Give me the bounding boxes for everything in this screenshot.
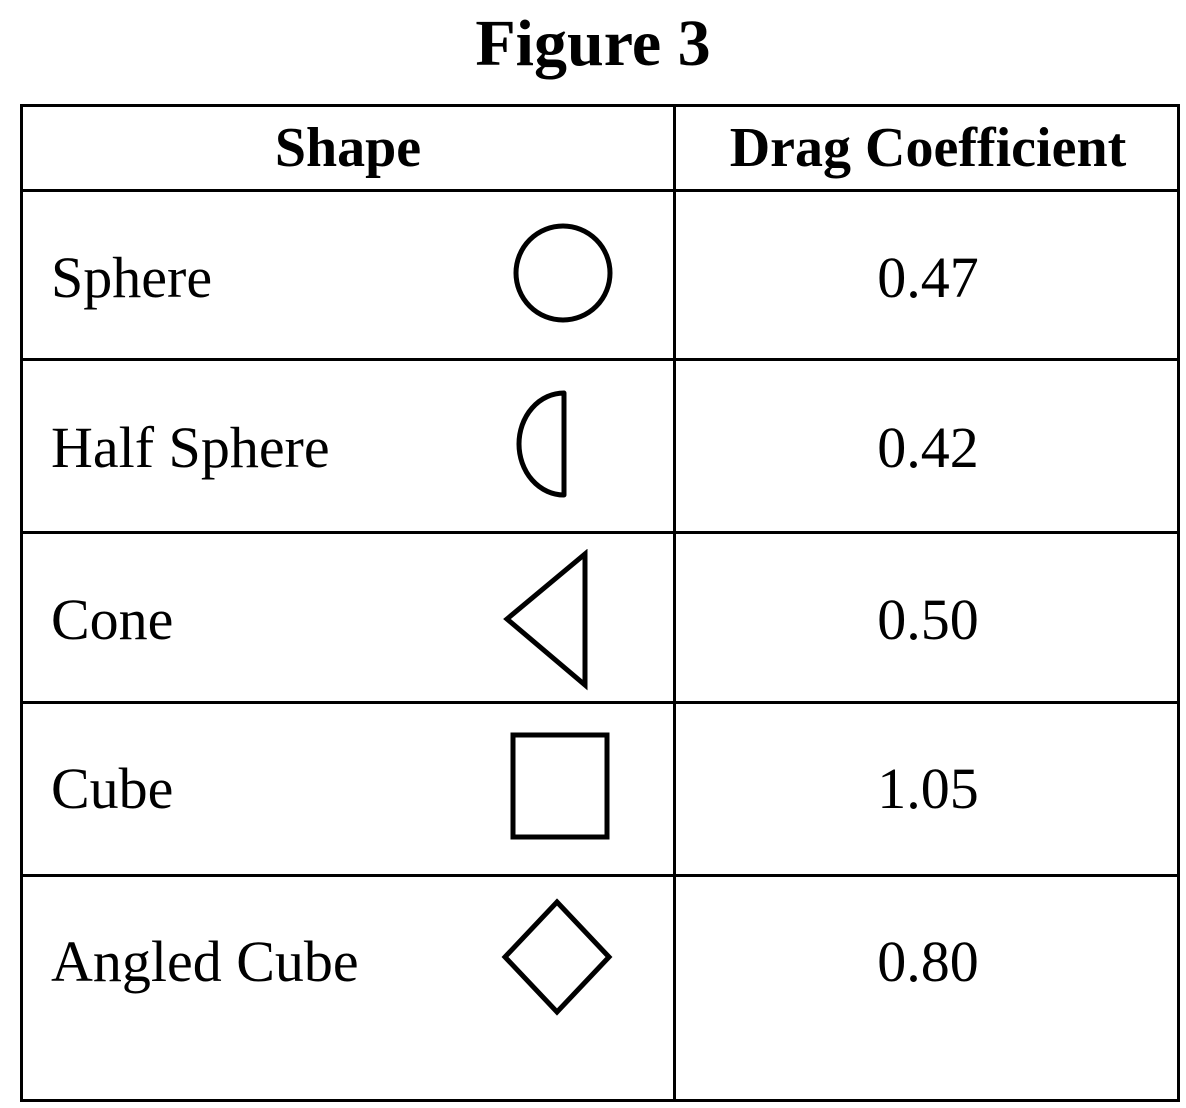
row-divider xyxy=(23,701,1177,704)
shape-name-cube: Cube xyxy=(51,756,174,821)
coefficient-sphere: 0.47 xyxy=(877,245,979,310)
diamond-icon xyxy=(501,898,613,1016)
header-divider xyxy=(23,189,1177,192)
coefficient-half-sphere: 0.42 xyxy=(877,415,979,480)
coefficient-cube: 1.05 xyxy=(877,756,979,821)
coefficient-angled-cube: 0.80 xyxy=(877,929,979,994)
column-divider xyxy=(673,107,676,1099)
row-divider xyxy=(23,358,1177,361)
shape-name-half-sphere: Half Sphere xyxy=(51,415,330,480)
row-divider xyxy=(23,531,1177,534)
drag-coefficient-table: Shape Drag Coefficient Sphere 0.47 Half … xyxy=(20,104,1180,1102)
shape-name-angled-cube: Angled Cube xyxy=(51,929,359,994)
coefficient-cone: 0.50 xyxy=(877,587,979,652)
square-icon xyxy=(510,732,610,840)
header-drag-coefficient: Drag Coefficient xyxy=(729,117,1127,179)
triangle-icon xyxy=(503,549,588,691)
circle-icon xyxy=(513,223,613,323)
row-divider xyxy=(23,874,1177,877)
half-circle-icon xyxy=(516,390,567,498)
shape-name-sphere: Sphere xyxy=(51,245,213,310)
shape-name-cone: Cone xyxy=(51,587,174,652)
header-shape: Shape xyxy=(274,117,422,179)
figure-title: Figure 3 xyxy=(475,7,711,80)
